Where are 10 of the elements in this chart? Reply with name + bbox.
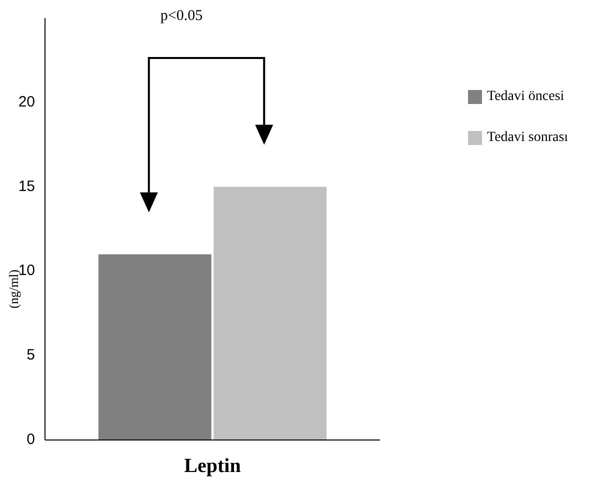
y-tick-label: 5 <box>26 346 35 364</box>
y-tick-label: 0 <box>26 430 35 448</box>
y-tick-label: 10 <box>18 262 35 280</box>
x-tick-label: Leptin <box>184 455 241 477</box>
annotation: p<0.05 <box>160 8 203 24</box>
y-tick-label: 15 <box>18 178 35 195</box>
y-axis-title: (ng/ml) <box>6 270 21 308</box>
legend-label: Tedavi öncesi <box>487 89 564 104</box>
legend-label: Tedavi sonrası <box>487 130 568 146</box>
y-tick-label: 20 <box>18 93 35 110</box>
